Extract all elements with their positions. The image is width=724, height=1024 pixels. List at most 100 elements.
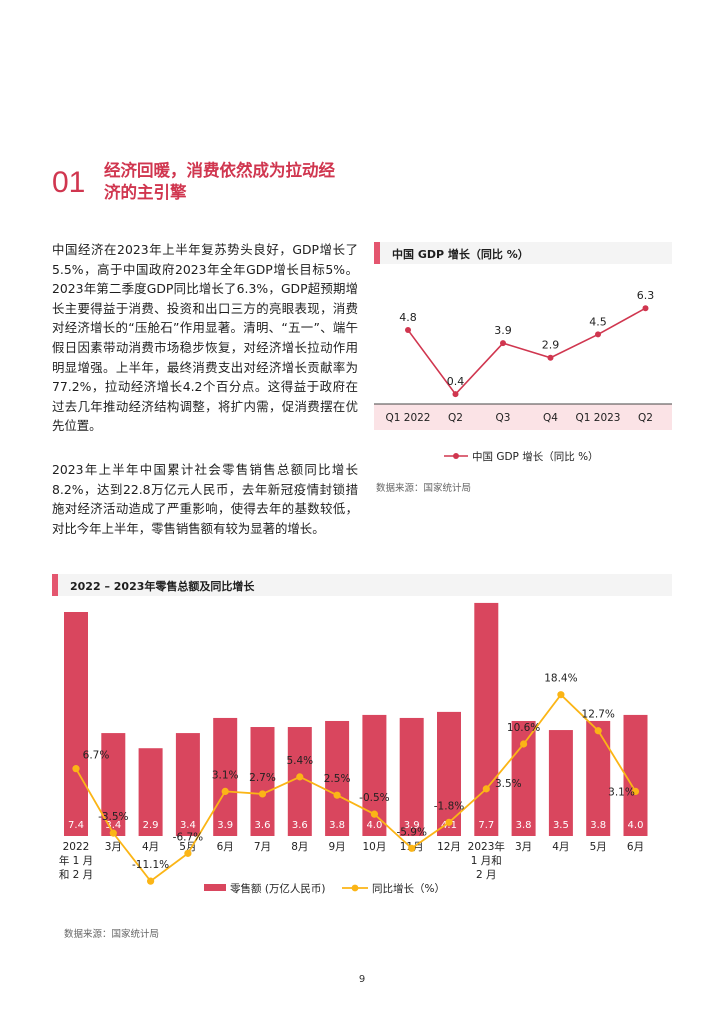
x-tick-label: 2022 bbox=[63, 841, 90, 853]
retail-legend-line-label: 同比增长（%） bbox=[372, 882, 445, 895]
x-tick-label: Q4 bbox=[543, 412, 558, 424]
retail-bar bbox=[623, 714, 648, 836]
growth-data-point bbox=[147, 877, 155, 885]
growth-data-label: 18.4% bbox=[544, 673, 577, 685]
gdp-line-chart: Q1 2022 Q2 Q3 Q4 Q1 2023 Q2 4.8 0.4 3.9 2.9 4.5 6.3… bbox=[374, 289, 672, 463]
section-title-line-1: 经济回暖，消费依然成为拉动经 bbox=[104, 161, 335, 180]
category-band bbox=[374, 404, 672, 430]
retail-bar-label: 3.8 bbox=[516, 820, 532, 831]
growth-data-point bbox=[333, 791, 341, 799]
x-tick-label: Q1 2023 bbox=[575, 412, 620, 424]
gdp-data-point bbox=[547, 354, 554, 361]
x-tick-label: Q1 2022 bbox=[385, 412, 430, 424]
retail-bar bbox=[213, 717, 238, 836]
gdp-legend-label: 中国 GDP 增长（同比 %） bbox=[472, 450, 599, 463]
growth-data-label: 2.7% bbox=[249, 772, 276, 784]
gdp-data-point bbox=[642, 305, 649, 312]
growth-data-label: 3.1% bbox=[212, 769, 239, 781]
x-tick-label: 9月 bbox=[329, 841, 346, 853]
x-tick-label: Q3 bbox=[496, 412, 511, 424]
retail-source-note: 数据来源：国家统计局 bbox=[64, 929, 160, 940]
retail-bar-label: 4.0 bbox=[628, 820, 644, 831]
x-tick-label: 6月 bbox=[627, 841, 644, 853]
x-tick-label: 和 2 月 bbox=[59, 869, 93, 881]
x-tick-label: Q2 bbox=[638, 412, 653, 424]
growth-data-label: -11.1% bbox=[132, 859, 169, 871]
gdp-series-line bbox=[407, 307, 646, 396]
retail-bar bbox=[548, 730, 573, 836]
growth-series-line bbox=[75, 693, 637, 883]
section-title: 经济回暖，消费依然成为拉动经 济的主引擎 bbox=[104, 160, 364, 204]
x-tick-label: 12月 bbox=[437, 841, 461, 853]
gdp-data-point bbox=[595, 331, 601, 338]
retail-bar bbox=[586, 720, 611, 836]
growth-data-point bbox=[594, 727, 602, 735]
growth-data-point bbox=[72, 765, 80, 773]
retail-bar-label: 3.9 bbox=[217, 820, 233, 831]
retail-chart-title: 2022 – 2023年零售总额及同比增长 bbox=[70, 580, 255, 593]
growth-data-point bbox=[631, 787, 640, 796]
growth-data-point bbox=[258, 790, 267, 798]
legend-bar-swatch bbox=[204, 884, 226, 891]
growth-data-label: 2.5% bbox=[324, 773, 351, 785]
growth-data-point bbox=[557, 691, 565, 699]
paragraph-1: 中国经济在2023年上半年复苏势头良好，GDP增长了5.5%，高于中国政府202… bbox=[52, 242, 358, 434]
x-tick-label: 年 1 月 bbox=[59, 854, 93, 867]
growth-data-label: 3.1% bbox=[608, 786, 635, 798]
retail-bar bbox=[175, 733, 200, 836]
x-tick-label: 4月 bbox=[552, 841, 569, 853]
retail-chart-header: 2022 – 2023年零售总额及同比增长 bbox=[52, 574, 672, 596]
x-tick-label: 5月 bbox=[179, 841, 196, 853]
x-tick-label: 2 月 bbox=[476, 869, 497, 881]
growth-data-point bbox=[184, 849, 192, 857]
gdp-data-label: 6.3 bbox=[637, 289, 655, 302]
x-tick-label: 3月 bbox=[105, 841, 122, 853]
gdp-data-point bbox=[452, 391, 459, 398]
retail-combo-chart: 7.43.42.93.43.93.63.63.84.03.94.17.73.83… bbox=[59, 602, 648, 895]
x-tick-label: 1 月和 bbox=[471, 855, 502, 867]
gdp-data-label: 2.9 bbox=[542, 339, 560, 352]
header-accent-bar bbox=[374, 242, 380, 264]
gdp-source-note: 数据来源：国家统计局 bbox=[376, 483, 472, 494]
gdp-data-label: 4.8 bbox=[399, 311, 417, 324]
gdp-chart-title: 中国 GDP 增长（同比 %） bbox=[392, 248, 529, 261]
growth-data-point bbox=[482, 785, 490, 793]
x-tick-label: 7月 bbox=[254, 841, 271, 853]
x-tick-label: Q2 bbox=[448, 412, 463, 424]
x-tick-label: 5月 bbox=[590, 841, 607, 853]
retail-bar bbox=[250, 727, 275, 836]
gdp-data-point bbox=[405, 327, 411, 334]
growth-data-label: -5.9% bbox=[396, 826, 426, 838]
retail-bar bbox=[437, 711, 461, 836]
gdp-data-label: 0.4 bbox=[447, 375, 465, 388]
legend-marker bbox=[453, 453, 459, 459]
retail-bar-label: 7.7 bbox=[478, 820, 494, 831]
x-tick-label: 2023年 bbox=[468, 840, 505, 853]
retail-bar-label: 3.6 bbox=[292, 820, 308, 831]
retail-bar-label: 3.4 bbox=[105, 820, 121, 831]
retail-bar bbox=[64, 612, 88, 836]
legend-marker bbox=[351, 884, 359, 892]
growth-data-point bbox=[445, 818, 453, 826]
retail-bar bbox=[325, 720, 350, 836]
growth-data-label: -3.5% bbox=[98, 811, 128, 823]
x-tick-label: 6月 bbox=[217, 841, 234, 853]
paragraph-2: 2023年上半年中国累计社会零售销售总额同比增长8.2%，达到22.8万亿元人民… bbox=[52, 462, 358, 536]
growth-data-point bbox=[109, 829, 117, 837]
growth-data-label: -6.7% bbox=[173, 831, 203, 843]
section-title-line-2: 济的主引擎 bbox=[104, 183, 187, 202]
growth-data-label: 3.5% bbox=[495, 778, 522, 790]
retail-bar bbox=[362, 714, 387, 836]
retail-bar-label: 4.0 bbox=[366, 820, 382, 831]
x-tick-label: 8月 bbox=[291, 841, 308, 853]
gdp-data-point bbox=[500, 340, 506, 347]
gdp-data-label: 3.9 bbox=[494, 324, 512, 337]
retail-bar-label: 7.4 bbox=[68, 820, 84, 831]
section-number: 01 bbox=[52, 166, 86, 199]
gdp-data-label: 4.5 bbox=[589, 315, 607, 328]
growth-data-label: 12.7% bbox=[582, 709, 615, 721]
retail-bar-label: 3.9 bbox=[404, 820, 420, 831]
retail-bar bbox=[399, 717, 424, 836]
retail-bar bbox=[138, 748, 163, 836]
retail-legend-bar-label: 零售额 (万亿人民币) bbox=[230, 882, 326, 895]
